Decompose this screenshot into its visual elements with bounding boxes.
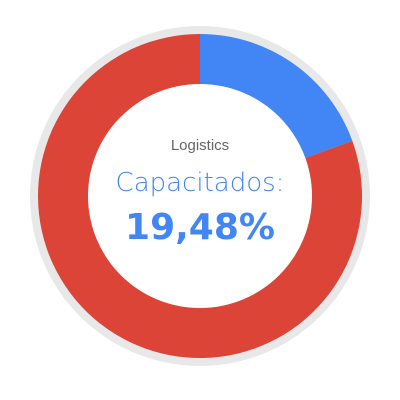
percentage-value: 19,48% bbox=[125, 207, 275, 248]
category-label: Logistics bbox=[170, 137, 230, 154]
donut-center bbox=[88, 84, 312, 308]
capacitados-caption: Capacitados: bbox=[115, 168, 285, 198]
